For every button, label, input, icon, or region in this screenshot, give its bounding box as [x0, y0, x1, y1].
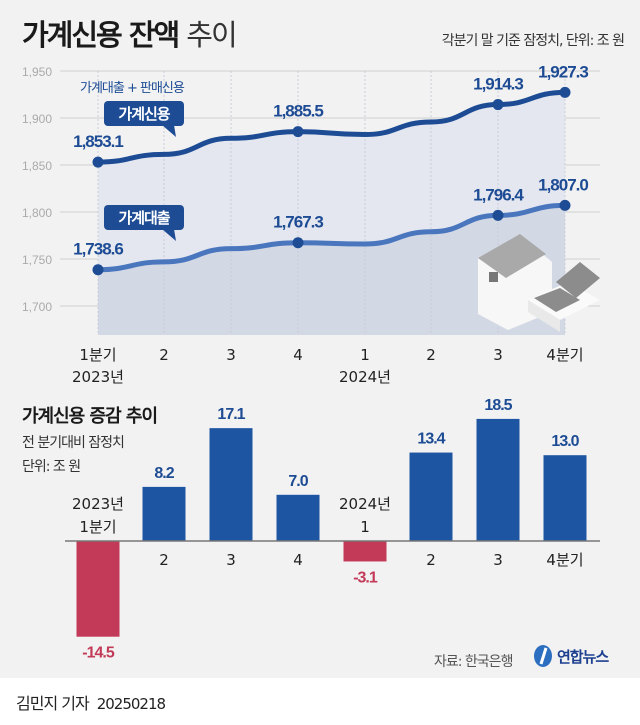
x-tick-label: 3	[226, 346, 236, 364]
logo-icon	[534, 645, 552, 667]
loan-callout	[104, 205, 184, 230]
loan-line	[95, 202, 568, 273]
data-label: 1,807.0	[538, 175, 588, 194]
x-tick-label: 2	[426, 346, 436, 364]
bar-chart-unit: 단위: 조 원	[22, 459, 81, 475]
bar-category-label: 2	[426, 551, 436, 569]
money-side	[528, 300, 560, 332]
bar-value-label: -3.1	[353, 569, 378, 586]
data-point	[559, 86, 571, 98]
data-label: 1,927.3	[538, 62, 588, 81]
y-tick-label: 1,800	[22, 206, 52, 220]
bar-category-label: 1	[360, 518, 370, 536]
x-tick-label: 3	[493, 346, 503, 364]
house-roof	[478, 234, 546, 278]
x-tick-label: 4분기	[546, 346, 583, 364]
data-label: 1,885.5	[273, 102, 323, 121]
data-point	[92, 264, 104, 276]
data-point	[292, 237, 304, 249]
data-point	[92, 156, 104, 168]
reporter: 김민지 기자	[16, 694, 90, 713]
title-light: 추이	[186, 18, 237, 52]
bar	[409, 452, 453, 541]
credit-callout-tail	[162, 125, 176, 137]
data-label: 1,914.3	[473, 75, 523, 94]
data-label: 1,738.6	[73, 240, 123, 259]
title-bold: 가계신용 잔액	[22, 18, 180, 52]
banknote	[534, 288, 580, 312]
bar-value-label: 18.5	[484, 397, 512, 414]
bar-category-label: 3	[493, 551, 503, 569]
y-tick-label: 1,700	[22, 300, 52, 314]
house-window	[489, 272, 498, 282]
bar-category-label: 1분기	[79, 518, 116, 536]
loan-callout-tail	[162, 229, 176, 241]
y-tick-label: 1,950	[22, 65, 52, 79]
bar	[142, 486, 186, 541]
bar-value-label: 13.4	[417, 431, 445, 448]
y-tick-label: 1,900	[22, 112, 52, 126]
bar-value-label: 13.0	[551, 433, 579, 450]
data-label: 1,767.3	[273, 213, 323, 232]
data-point	[492, 209, 504, 221]
charts-svg: 1,950 1,900 1,850 1,800 1,750 1,700 1,853.1 1,8…	[22, 62, 600, 662]
year-label: 2024년	[339, 368, 391, 386]
page-title: 가계신용 잔액 추이	[22, 12, 238, 54]
bar-category-label: 2023년	[72, 495, 124, 513]
credit-callout	[104, 101, 184, 126]
data-point	[292, 126, 304, 138]
yonhap-logo: 연합뉴스	[532, 644, 609, 668]
data-label: 1,853.1	[73, 132, 123, 151]
banknote	[556, 262, 600, 298]
bar	[543, 455, 587, 541]
bar	[343, 541, 387, 562]
y-tick-label: 1,750	[22, 253, 52, 267]
data-label: 1,796.4	[473, 185, 524, 204]
series-annotation: 가계대출 + 판매신용	[80, 81, 185, 96]
date: 20250218	[96, 695, 166, 713]
bar-category-label: 3	[226, 551, 236, 569]
credit-line	[95, 89, 568, 165]
bar-category-label: 4분기	[546, 551, 583, 569]
bar	[476, 418, 520, 541]
data-point	[492, 99, 504, 111]
x-tick-label: 4	[293, 346, 303, 364]
bar-value-label: -14.5	[82, 645, 115, 662]
unit-note: 각분기 말 기준 잠정치, 단위: 조 원	[441, 33, 625, 49]
loan-area	[98, 205, 565, 335]
source: 자료: 한국은행	[434, 654, 513, 670]
bar	[209, 428, 253, 541]
bar-category-label: 2	[159, 551, 169, 569]
byline: 김민지 기자 20250218	[16, 690, 166, 714]
loan-label: 가계대출	[118, 209, 170, 227]
logo-text: 연합뉴스	[557, 647, 609, 666]
x-tick-label: 1	[360, 346, 370, 364]
y-tick-label: 1,850	[22, 159, 52, 173]
bar-chart-subtitle: 전 분기대비 잠정치	[22, 435, 125, 451]
bar-category-label: 2024년	[339, 495, 391, 513]
year-label: 2023년	[72, 368, 124, 386]
bar-chart-title: 가계신용 증감 추이	[22, 406, 158, 427]
bar-category-label: 4	[293, 551, 303, 569]
bar-value-label: 7.0	[288, 473, 308, 490]
credit-label: 가계신용	[118, 105, 170, 123]
bar-value-label: 8.2	[154, 465, 174, 482]
bar	[276, 494, 320, 541]
bar	[76, 541, 120, 637]
data-point	[559, 199, 571, 211]
bar-value-label: 17.1	[217, 406, 245, 423]
x-tick-label: 2	[159, 346, 169, 364]
x-tick-label: 1분기	[79, 346, 116, 364]
